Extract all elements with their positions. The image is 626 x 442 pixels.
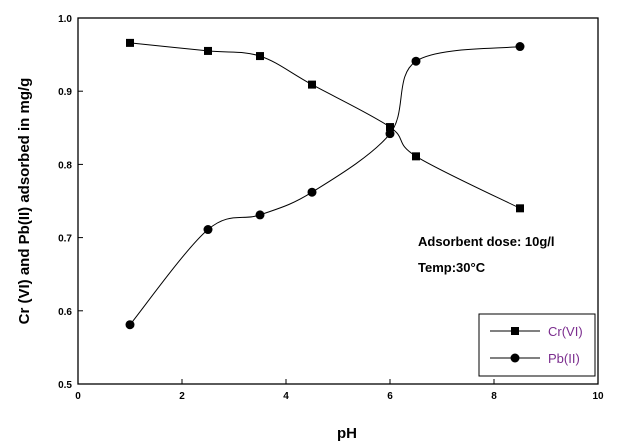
plot-frame bbox=[77, 17, 599, 385]
x-tick-label: 8 bbox=[491, 391, 497, 402]
x-tick-label: 4 bbox=[283, 391, 289, 402]
data-point-pb bbox=[385, 129, 395, 139]
x-axis-label: pH bbox=[337, 425, 357, 442]
x-tick-label: 2 bbox=[179, 391, 185, 402]
data-point-pb bbox=[203, 225, 213, 235]
y-tick-label: 0.8 bbox=[58, 160, 72, 171]
data-point-pb bbox=[307, 187, 317, 197]
axis-ticks: 0 2 4 6 8 10 0.5 0.6 0.7 0.8 0.9 1.0 bbox=[58, 14, 604, 402]
x-tick-label: 6 bbox=[387, 391, 393, 402]
data-point-cr bbox=[256, 52, 264, 61]
legend-box bbox=[478, 313, 596, 377]
y-tick-label: 0.6 bbox=[58, 307, 72, 318]
y-tick-label: 0.5 bbox=[58, 380, 72, 391]
legend-label-pb: Pb(II) bbox=[548, 351, 580, 366]
data-point-cr bbox=[126, 38, 134, 47]
series-line-pb bbox=[129, 46, 521, 326]
legend: Cr(VI) Pb(II) bbox=[478, 313, 596, 377]
series-markers bbox=[125, 38, 525, 330]
data-point-pb bbox=[125, 320, 135, 330]
y-tick-label: 0.7 bbox=[58, 234, 72, 245]
legend-marker-cr bbox=[511, 327, 519, 335]
data-point-cr bbox=[204, 46, 212, 55]
data-point-cr bbox=[386, 123, 394, 132]
data-point-pb bbox=[255, 210, 265, 220]
annotation-temp: Temp:30°C bbox=[418, 260, 486, 275]
legend-label-cr: Cr(VI) bbox=[548, 324, 583, 339]
data-point-cr bbox=[308, 80, 316, 89]
y-tick-label: 1.0 bbox=[58, 14, 72, 25]
series-line-cr bbox=[129, 42, 521, 209]
y-tick-label: 0.9 bbox=[58, 87, 72, 98]
annotation-dose: Adsorbent dose: 10g/l bbox=[418, 234, 555, 249]
y-axis-label: Cr (VI) and Pb(II) adsorbed in mg/g bbox=[16, 78, 33, 325]
legend-marker-pb bbox=[510, 353, 520, 363]
data-point-cr bbox=[516, 204, 524, 213]
x-tick-label: 0 bbox=[75, 391, 81, 402]
data-point-cr bbox=[412, 152, 420, 161]
data-point-pb bbox=[515, 42, 525, 52]
x-tick-label: 10 bbox=[592, 391, 604, 402]
data-point-pb bbox=[411, 56, 421, 66]
series-curves bbox=[129, 42, 521, 326]
